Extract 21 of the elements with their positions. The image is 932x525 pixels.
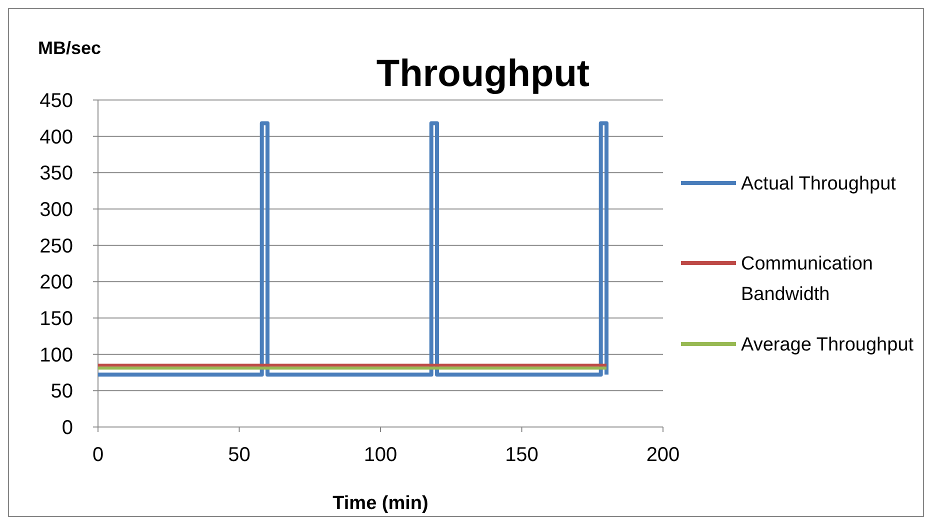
x-tick-label: 50 <box>228 444 250 466</box>
x-tick-label: 0 <box>92 444 104 466</box>
y-axis-title: MB/sec <box>38 38 102 58</box>
y-tick-label: 250 <box>40 235 73 258</box>
x-axis-title: Time (min) <box>332 493 428 514</box>
x-tick-label: 100 <box>364 444 398 466</box>
chart-title: Throughput <box>376 53 590 95</box>
y-tick-label: 50 <box>50 380 73 403</box>
y-tick-label: 400 <box>40 126 73 148</box>
y-tick-label: 350 <box>40 162 73 185</box>
x-tick-label: 200 <box>646 444 680 466</box>
y-tick-label: 200 <box>40 272 73 294</box>
y-tick-label: 150 <box>40 308 73 330</box>
y-tick-label: 0 <box>62 417 73 439</box>
legend-label: Communication Bandwidth <box>741 254 873 306</box>
legend-label: Average Throughput <box>741 334 914 356</box>
y-tick-label: 300 <box>40 199 73 221</box>
x-tick-label: 150 <box>505 444 538 466</box>
y-tick-label: 100 <box>40 344 73 366</box>
legend-label: Actual Throughput <box>741 174 897 195</box>
y-tick-label: 450 <box>40 90 73 112</box>
